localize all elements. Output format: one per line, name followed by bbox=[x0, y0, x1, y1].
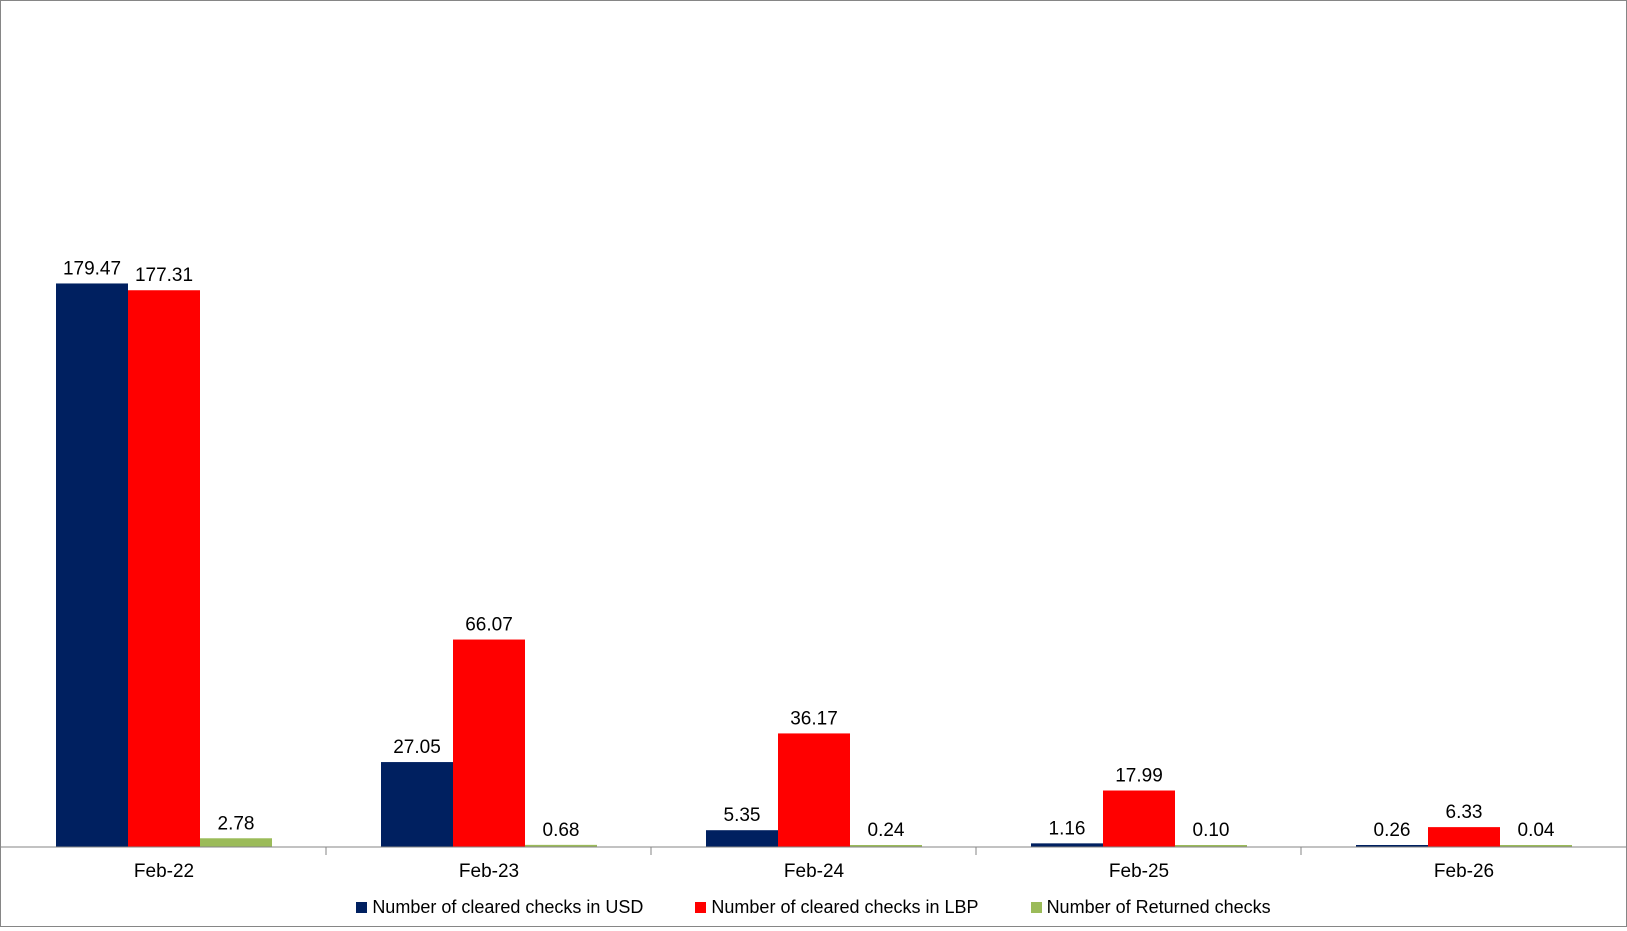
data-label: 0.04 bbox=[1518, 820, 1555, 841]
data-label: 177.31 bbox=[135, 265, 193, 286]
legend-label-lbp: Number of cleared checks in LBP bbox=[711, 897, 979, 917]
bar bbox=[1103, 790, 1175, 847]
bar bbox=[778, 733, 850, 847]
data-label: 0.26 bbox=[1374, 820, 1411, 841]
data-label: 5.35 bbox=[724, 805, 761, 826]
legend-item-usd: Number of cleared checks in USD bbox=[356, 897, 643, 918]
data-label: 17.99 bbox=[1115, 766, 1163, 787]
bar bbox=[1031, 843, 1103, 847]
data-label: 36.17 bbox=[790, 708, 838, 729]
x-tick-label: Feb-22 bbox=[134, 861, 194, 882]
bar bbox=[1175, 845, 1247, 847]
bar bbox=[525, 844, 597, 847]
legend-swatch-usd bbox=[356, 902, 368, 913]
data-label: 0.10 bbox=[1193, 820, 1230, 841]
data-label: 0.68 bbox=[543, 820, 580, 841]
bar bbox=[706, 830, 778, 847]
data-label: 0.24 bbox=[868, 820, 905, 841]
x-tick-label: Feb-24 bbox=[784, 861, 845, 882]
bar bbox=[200, 838, 272, 847]
bar bbox=[1500, 845, 1572, 847]
legend-item-lbp: Number of cleared checks in LBP bbox=[695, 897, 979, 918]
legend-label-usd: Number of cleared checks in USD bbox=[372, 897, 644, 917]
data-label: 1.16 bbox=[1049, 818, 1086, 839]
data-label: 27.05 bbox=[393, 737, 441, 758]
legend-swatch-returned bbox=[1030, 902, 1042, 913]
bar bbox=[56, 283, 128, 847]
legend-item-returned: Number of Returned checks bbox=[1030, 897, 1271, 918]
x-tick-label: Feb-23 bbox=[459, 861, 519, 882]
data-label: 2.78 bbox=[218, 813, 255, 834]
legend: Number of cleared checks in USD Number o… bbox=[1, 897, 1626, 918]
x-tick-label: Feb-25 bbox=[1109, 861, 1169, 882]
bar bbox=[381, 762, 453, 847]
bar bbox=[128, 290, 200, 848]
bar bbox=[1356, 845, 1428, 847]
bar bbox=[850, 845, 922, 847]
data-label: 179.47 bbox=[63, 258, 121, 279]
bar bbox=[453, 639, 525, 847]
data-label: 66.07 bbox=[465, 615, 513, 636]
bar bbox=[1428, 827, 1500, 847]
data-label: 6.33 bbox=[1446, 802, 1483, 823]
legend-swatch-lbp bbox=[695, 902, 707, 913]
x-tick-label: Feb-26 bbox=[1434, 861, 1494, 882]
legend-label-returned: Number of Returned checks bbox=[1046, 897, 1271, 917]
